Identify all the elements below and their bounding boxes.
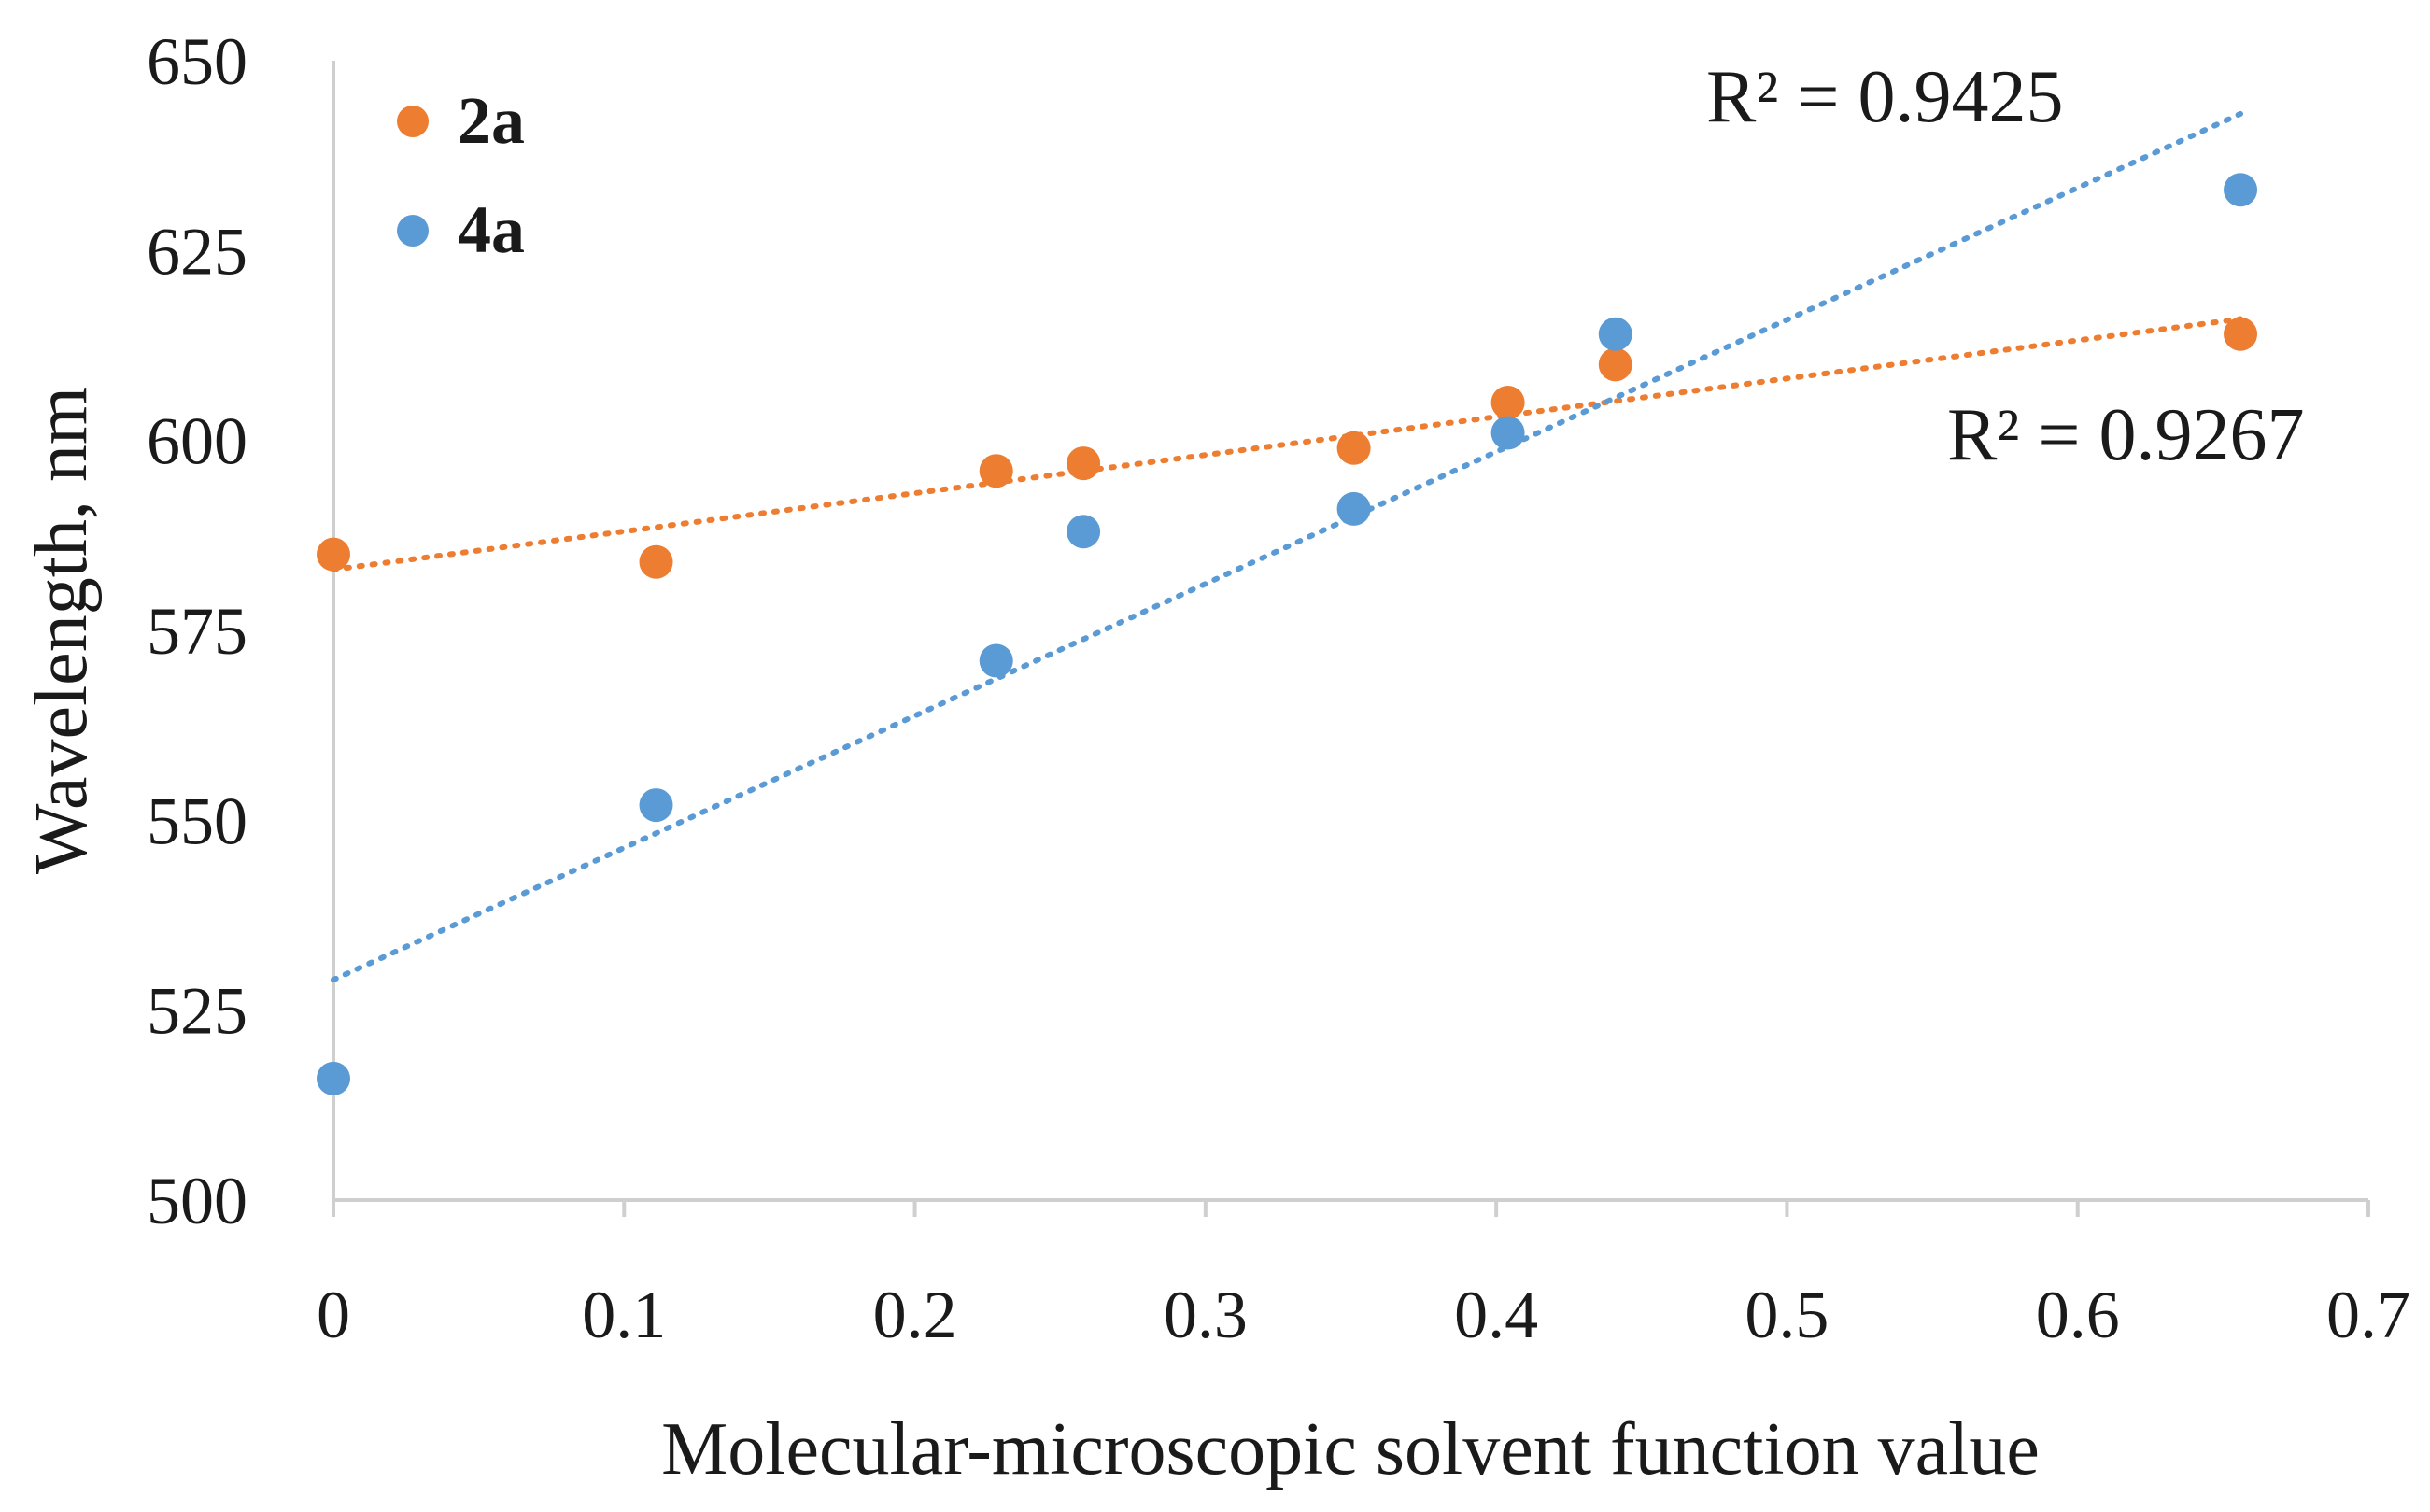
y-tick-label: 550 [147, 784, 247, 858]
data-point-4a [979, 643, 1013, 678]
legend: 2a 4a [397, 83, 525, 267]
x-tick-label: 0.2 [873, 1278, 957, 1352]
x-tick-marks [332, 1200, 2370, 1217]
y-tick-labels: 500 525 550 575 600 625 650 [147, 24, 247, 1238]
x-tick-label: 0.5 [1745, 1278, 1829, 1352]
x-axis-title: Molecular-microscopic solvent function v… [661, 1408, 2040, 1491]
data-point-2a [1067, 446, 1101, 481]
x-tick-label: 0 [317, 1278, 350, 1352]
data-point-4a [2224, 173, 2258, 207]
data-point-2a [1490, 386, 1525, 419]
y-tick-label: 625 [147, 214, 247, 289]
x-tick-labels: 0 0.1 0.2 0.3 0.4 0.5 0.6 0.7 [317, 1278, 2410, 1352]
x-tick-label: 0.1 [582, 1278, 666, 1352]
y-tick-label: 650 [147, 24, 247, 99]
legend-label-4a: 4a [458, 192, 525, 267]
trendline-4a [331, 110, 2244, 983]
y-tick-label: 600 [147, 404, 247, 479]
y-axis-title: Wavelength, nm [21, 387, 103, 874]
data-point-2a [317, 537, 350, 572]
x-tick-label: 0.4 [1454, 1278, 1538, 1352]
data-point-4a [1336, 491, 1371, 526]
legend-label-2a: 2a [458, 83, 525, 158]
data-point-4a [1598, 317, 1632, 351]
legend-marker-4a [397, 215, 429, 247]
r-squared-label-2a: R² = 0.9267 [1947, 394, 2304, 476]
data-points [317, 173, 2258, 1095]
data-point-2a [639, 544, 673, 579]
y-tick-label: 525 [147, 974, 247, 1049]
x-tick-label: 0.6 [2036, 1278, 2120, 1352]
data-point-4a [317, 1061, 350, 1095]
legend-marker-2a [397, 106, 429, 137]
data-point-4a [1490, 416, 1525, 450]
data-point-4a [639, 788, 673, 823]
y-tick-label: 500 [147, 1164, 247, 1238]
data-point-2a [979, 454, 1013, 488]
data-point-4a [1067, 515, 1101, 549]
data-point-2a [1336, 431, 1371, 465]
x-tick-label: 0.3 [1164, 1278, 1248, 1352]
data-point-2a [1598, 347, 1632, 382]
y-tick-label: 575 [147, 594, 247, 669]
trendlines [331, 110, 2244, 983]
data-point-2a [2224, 317, 2258, 351]
x-tick-label: 0.7 [2326, 1278, 2410, 1352]
r-squared-label-4a: R² = 0.9425 [1706, 56, 2063, 138]
